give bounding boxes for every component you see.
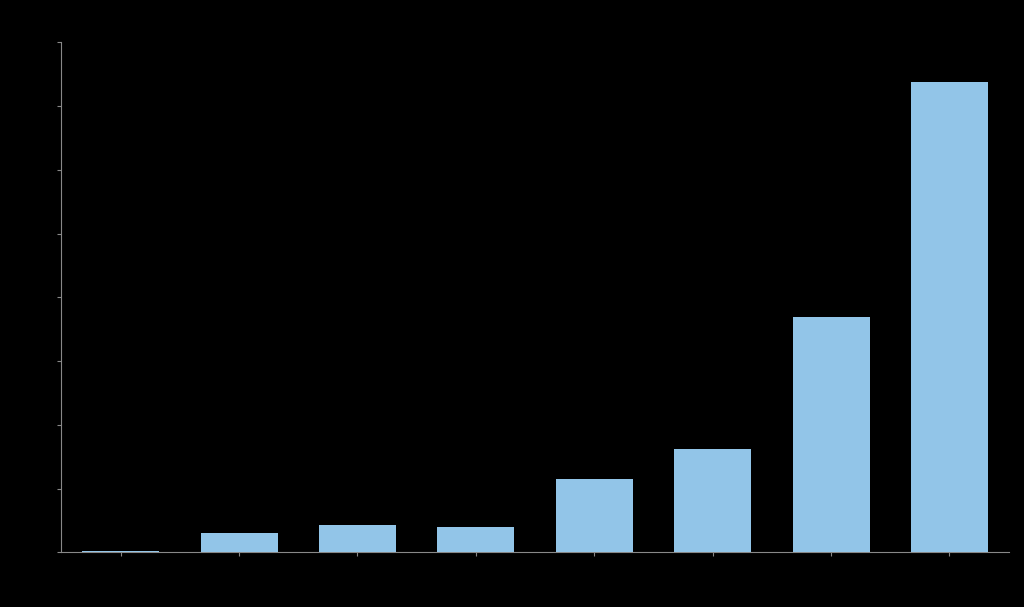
Bar bbox=[793, 317, 869, 552]
Bar bbox=[556, 479, 633, 552]
Bar bbox=[318, 525, 396, 552]
Bar bbox=[82, 551, 159, 552]
Bar bbox=[437, 527, 514, 552]
Bar bbox=[674, 449, 752, 552]
Bar bbox=[911, 82, 988, 552]
Bar bbox=[201, 533, 278, 552]
